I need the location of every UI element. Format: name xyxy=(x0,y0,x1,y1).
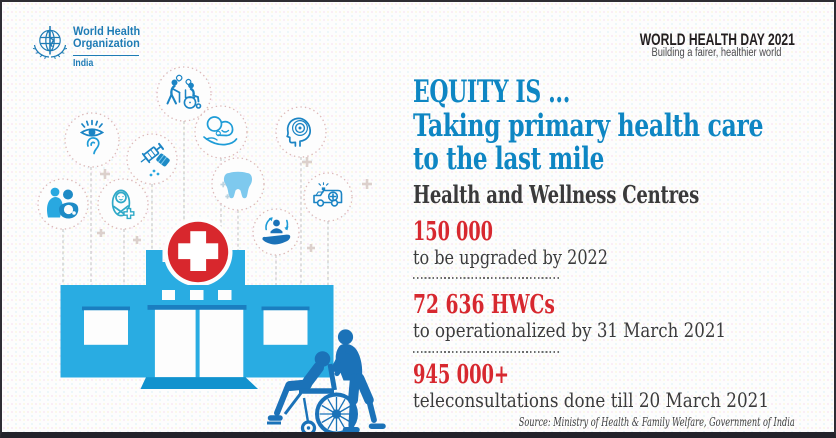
stat-upgraded: 150 000 to be upgraded by 2022 xyxy=(413,216,656,269)
balloon-referral-services xyxy=(252,208,300,256)
wheelchair-scene xyxy=(267,329,386,436)
who-name-line2: Organization xyxy=(73,38,140,50)
health-centre-building xyxy=(60,217,334,389)
stat-operational-value: 72 636 HWCs xyxy=(413,289,555,320)
balloon-child-health xyxy=(97,178,149,230)
balloon-emergency-ambulance xyxy=(303,172,353,222)
stat-teleconsultations: 945 000+ teleconsultations done till 20 … xyxy=(413,360,836,412)
balloon-maternal-child-care xyxy=(37,178,89,230)
entrance-ramp xyxy=(140,377,258,389)
balloon-vision-hearing-care xyxy=(64,112,120,168)
balloon-newborn-care xyxy=(194,105,248,159)
window-left xyxy=(84,310,128,345)
stat-operational-caption: to operationalized by 31 March 2021 xyxy=(413,317,727,342)
source-credit: Source: Ministry of Health & Family Welf… xyxy=(518,415,795,429)
service-balloons xyxy=(37,66,353,256)
stat-upgraded-caption: to be upgraded by 2022 xyxy=(413,244,609,269)
who-name-line1: World Health xyxy=(73,26,141,38)
wheelchair-icon xyxy=(267,363,358,436)
event-title: WORLD HEALTH DAY 2021 xyxy=(639,29,795,49)
masthead: WORLD HEALTH DAY 2021 Building a fairer,… xyxy=(577,31,795,60)
who-emblem-icon xyxy=(33,26,67,59)
who-country: India xyxy=(73,58,94,70)
stat-operational: 72 636 HWCs to operationalized by 31 Mar… xyxy=(413,289,789,342)
caregiver-silhouette xyxy=(331,329,386,433)
dotted-separator-1 xyxy=(413,276,560,279)
logo-divider xyxy=(73,55,139,57)
headline-line2: to the last mile xyxy=(413,141,604,177)
headline-kicker: EQUITY IS ... xyxy=(413,74,570,110)
balloon-dental-care xyxy=(211,157,265,211)
event-tagline: Building a fairer, healthier world xyxy=(651,47,781,59)
headline: EQUITY IS ... Taking primary health care… xyxy=(413,74,836,177)
entrance-door xyxy=(154,309,244,378)
balloon-elderly-care xyxy=(156,66,212,122)
window-right xyxy=(263,310,308,345)
stat-upgraded-value: 150 000 xyxy=(413,216,493,247)
subheading: Health and Wellness Centres xyxy=(413,179,700,209)
dotted-separator-2 xyxy=(413,350,560,353)
red-cross-sign xyxy=(167,221,229,283)
stat-teleconsultations-caption: teleconsultations done till 20 March 202… xyxy=(413,388,770,412)
balloon-immunization xyxy=(126,133,178,185)
balloon-strings xyxy=(62,121,329,377)
stat-teleconsultations-value: 945 000+ xyxy=(413,360,510,390)
who-logo: World Health Organization India xyxy=(33,25,144,69)
headline-line1: Taking primary health care xyxy=(413,107,764,144)
decorative-plus-marks xyxy=(97,122,372,252)
patient-silhouette xyxy=(267,351,331,421)
balloon-mental-health xyxy=(275,106,327,158)
